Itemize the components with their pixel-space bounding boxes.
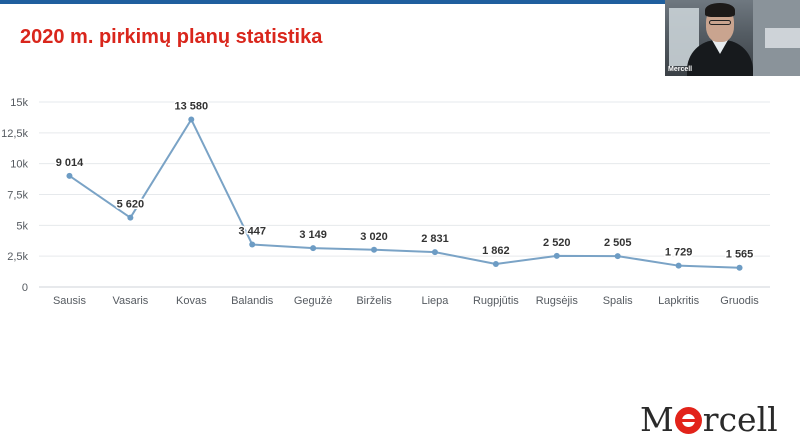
participant-hair: [705, 3, 735, 17]
data-label: 1 729: [665, 247, 693, 259]
x-tick-label: Rugpjūtis: [473, 295, 519, 307]
y-tick-label: 0: [22, 282, 28, 294]
data-label: 5 620: [117, 199, 145, 211]
x-tick-label: Gruodis: [720, 295, 759, 307]
x-tick-label: Lapkritis: [658, 295, 699, 307]
x-tick-label: Spalis: [603, 295, 633, 307]
y-tick-label: 12,5k: [1, 128, 28, 140]
logo-text-start: M: [640, 400, 674, 439]
data-point: [371, 246, 378, 253]
data-label: 2 505: [604, 237, 632, 249]
x-tick-label: Rugsėjis: [536, 295, 579, 307]
logo-e-mark-icon: [674, 407, 702, 434]
data-label: 2 831: [421, 233, 449, 245]
video-background-shelf: [765, 28, 800, 48]
data-label: 3 447: [238, 225, 266, 237]
participant-name-label: Mercell: [668, 66, 693, 73]
y-tick-label: 10k: [10, 159, 28, 171]
data-label: 13 580: [174, 101, 208, 113]
y-tick-label: 5k: [16, 220, 28, 232]
data-point: [310, 245, 317, 252]
monthly-plans-line-chart: 0 2,5k 5k 7,5k 10k 12,5k 15k Sausis Vasaris Kova…: [1, 97, 770, 307]
data-point: [431, 249, 438, 256]
data-point: [188, 116, 195, 123]
data-point: [127, 214, 134, 221]
x-tick-label: Sausis: [53, 295, 87, 307]
logo-text-end: rcell: [702, 400, 778, 439]
x-tick-label: Liepa: [421, 295, 449, 307]
data-point: [736, 264, 743, 271]
data-point: [66, 172, 73, 179]
slide-title: 2020 m. pirkimų planų statistika: [20, 26, 323, 48]
x-tick-label: Kovas: [176, 295, 207, 307]
data-label: 1 862: [482, 245, 510, 257]
data-label: 2 520: [543, 237, 571, 249]
x-tick-label: Balandis: [231, 295, 274, 307]
data-point: [249, 241, 256, 248]
x-tick-label: Birželis: [356, 295, 392, 307]
participant-glasses: [709, 20, 731, 25]
chart-data-labels: 9 014 5 620 13 580 3 447 3 149 3 020 2 831 1 86…: [54, 99, 755, 262]
data-label: 3 020: [360, 231, 388, 243]
series-line: [68, 118, 740, 269]
chart-x-axis: Sausis Vasaris Kovas Balandis Gegužė Birželis…: [53, 295, 759, 307]
data-point: [614, 253, 621, 260]
data-label: 3 149: [299, 229, 327, 241]
y-tick-label: 2,5k: [7, 251, 28, 263]
data-point: [675, 262, 682, 269]
y-tick-label: 15k: [10, 97, 28, 109]
x-tick-label: Vasaris: [112, 295, 148, 307]
y-tick-label: 7,5k: [7, 190, 28, 202]
participant-video-tile[interactable]: Mercell: [665, 0, 800, 76]
chart-y-axis: 0 2,5k 5k 7,5k 10k 12,5k 15k: [1, 97, 28, 294]
x-tick-label: Gegužė: [294, 295, 333, 307]
top-accent-bar: [0, 0, 800, 4]
data-label: 1 565: [726, 249, 754, 261]
data-point: [553, 252, 560, 259]
chart-gridlines: [39, 101, 770, 288]
chart-series: [66, 116, 743, 271]
data-point: [492, 261, 499, 268]
data-label: 9 014: [56, 157, 84, 169]
